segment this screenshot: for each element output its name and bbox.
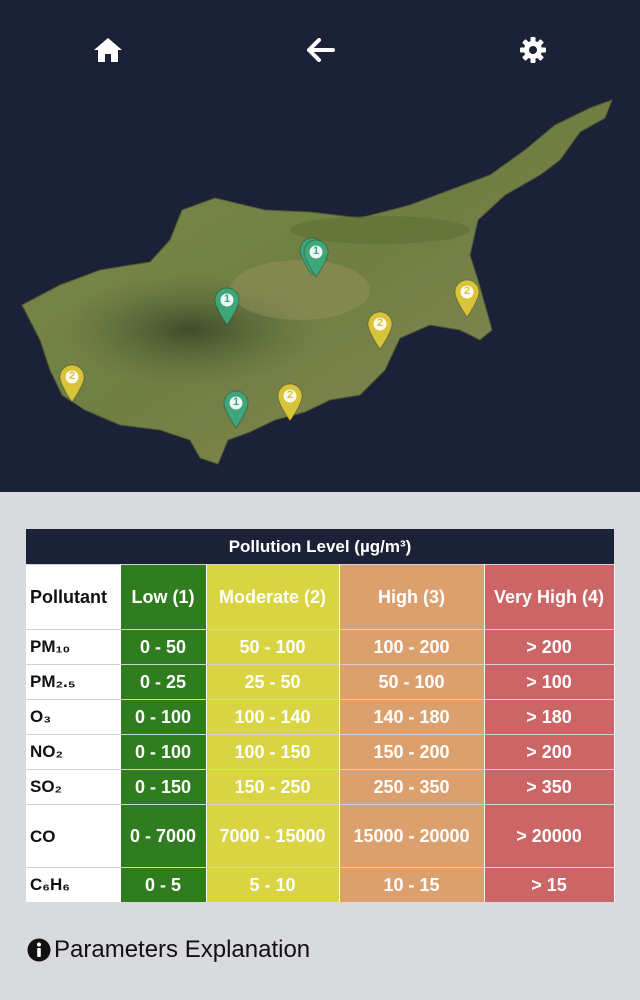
- low-range: 0 - 150: [120, 769, 207, 805]
- header-low: Low (1): [120, 564, 207, 630]
- pollutant-name: PM₁₀: [26, 629, 121, 665]
- header-high: High (3): [339, 564, 485, 630]
- marker-level-label: 2: [286, 389, 294, 401]
- table-row: SO₂ 0 - 150 150 - 250 250 - 350 > 350: [26, 769, 615, 805]
- very-high-range: > 350: [484, 769, 615, 805]
- header-pollutant: Pollutant: [26, 564, 121, 630]
- high-range: 100 - 200: [339, 629, 485, 665]
- marker-level-label: 1: [232, 396, 240, 408]
- header-very-high: Very High (4): [484, 564, 615, 630]
- info-circle-icon: [27, 938, 51, 962]
- high-range: 50 - 100: [339, 664, 485, 700]
- station-marker[interactable]: 1: [213, 286, 241, 326]
- very-high-range: > 180: [484, 699, 615, 735]
- moderate-range: 50 - 100: [206, 629, 340, 665]
- parameters-explanation-label: Parameters Explanation: [54, 936, 311, 963]
- marker-level-label: 2: [376, 317, 384, 329]
- parameters-explanation-link[interactable]: Parameters Explanation: [27, 934, 310, 966]
- high-range: 140 - 180: [339, 699, 485, 735]
- station-marker[interactable]: 1: [222, 389, 250, 429]
- low-range: 0 - 5: [120, 867, 207, 902]
- station-marker[interactable]: 2: [58, 363, 86, 403]
- marker-level-label: 2: [463, 285, 471, 297]
- moderate-range: 100 - 150: [206, 734, 340, 770]
- marker-level-label: 1: [312, 245, 320, 257]
- pollutant-name: O₃: [26, 699, 121, 735]
- home-icon: [94, 38, 122, 62]
- very-high-range: > 200: [484, 629, 615, 665]
- marker-level-label: 1: [223, 293, 231, 305]
- table-row: PM₁₀ 0 - 50 50 - 100 100 - 200 > 200: [26, 629, 615, 665]
- moderate-range: 25 - 50: [206, 664, 340, 700]
- very-high-range: > 20000: [484, 804, 615, 868]
- low-range: 0 - 7000: [120, 804, 207, 868]
- high-range: 10 - 15: [339, 867, 485, 902]
- table-row: PM₂.₅ 0 - 25 25 - 50 50 - 100 > 100: [26, 664, 615, 700]
- pollutant-name: NO₂: [26, 734, 121, 770]
- very-high-range: > 100: [484, 664, 615, 700]
- cyprus-satellite-map[interactable]: [0, 0, 640, 492]
- moderate-range: 100 - 140: [206, 699, 340, 735]
- pollution-level-table: Pollution Level (µg/m³) Pollutant Low (1…: [26, 529, 615, 902]
- station-marker[interactable]: 2: [453, 278, 481, 318]
- low-range: 0 - 25: [120, 664, 207, 700]
- low-range: 0 - 50: [120, 629, 207, 665]
- station-marker[interactable]: 1: [302, 238, 330, 278]
- arrow-left-icon: [307, 38, 335, 62]
- very-high-range: > 15: [484, 867, 615, 902]
- high-range: 15000 - 20000: [339, 804, 485, 868]
- header-moderate: Moderate (2): [206, 564, 340, 630]
- table-row: CO 0 - 7000 7000 - 15000 15000 - 20000 >…: [26, 804, 615, 868]
- table-title: Pollution Level (µg/m³): [26, 529, 615, 565]
- pollutant-name: SO₂: [26, 769, 121, 805]
- moderate-range: 7000 - 15000: [206, 804, 340, 868]
- marker-level-label: 2: [68, 370, 76, 382]
- table-row: O₃ 0 - 100 100 - 140 140 - 180 > 180: [26, 699, 615, 735]
- home-button[interactable]: [88, 30, 128, 70]
- moderate-range: 150 - 250: [206, 769, 340, 805]
- moderate-range: 5 - 10: [206, 867, 340, 902]
- station-marker[interactable]: 2: [276, 382, 304, 422]
- back-button[interactable]: [301, 30, 341, 70]
- high-range: 150 - 200: [339, 734, 485, 770]
- very-high-range: > 200: [484, 734, 615, 770]
- settings-button[interactable]: [513, 30, 553, 70]
- pollutant-name: C₆H₆: [26, 867, 121, 902]
- pollutant-name: PM₂.₅: [26, 664, 121, 700]
- table-row: NO₂ 0 - 100 100 - 150 150 - 200 > 200: [26, 734, 615, 770]
- low-range: 0 - 100: [120, 734, 207, 770]
- pollutant-name: CO: [26, 804, 121, 868]
- table-row: C₆H₆ 0 - 5 5 - 10 10 - 15 > 15: [26, 867, 615, 902]
- map-view[interactable]: 11122122: [0, 0, 640, 492]
- low-range: 0 - 100: [120, 699, 207, 735]
- station-marker[interactable]: 2: [366, 310, 394, 350]
- gear-icon: [520, 37, 546, 63]
- high-range: 250 - 350: [339, 769, 485, 805]
